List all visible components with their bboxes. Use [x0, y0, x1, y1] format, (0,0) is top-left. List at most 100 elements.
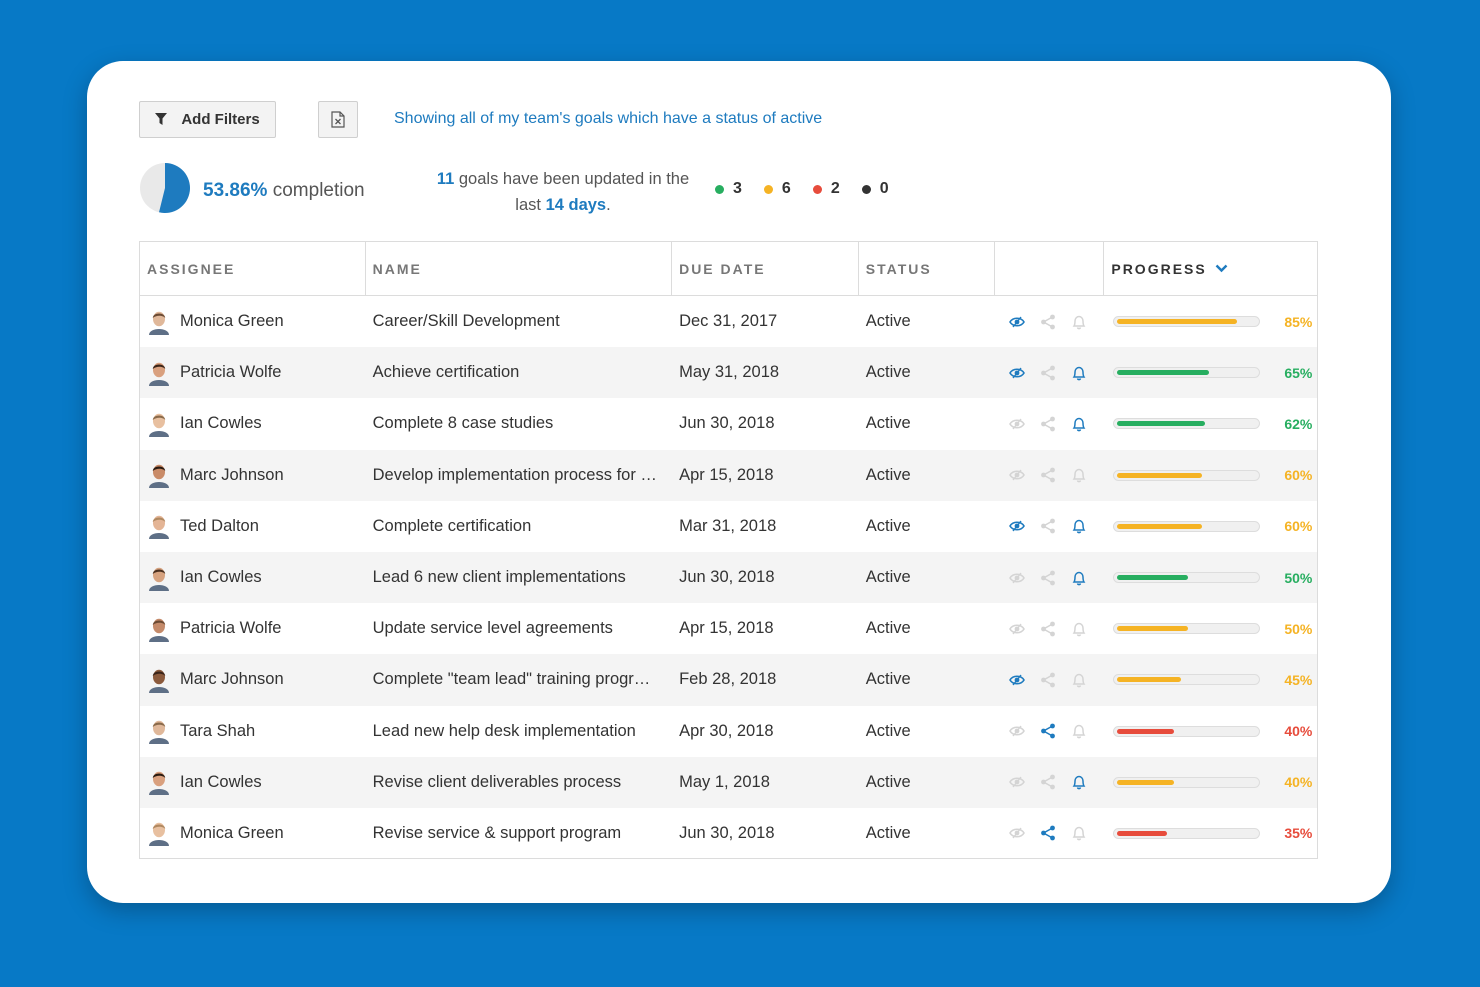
- table-row[interactable]: Ian Cowles Revise client deliverables pr…: [140, 756, 1317, 808]
- progress-percent: 50%: [1284, 620, 1313, 637]
- progress-cell: 40%: [1104, 723, 1317, 739]
- assignee-cell[interactable]: Monica Green: [140, 309, 366, 335]
- watch-eye-icon[interactable]: [1008, 314, 1025, 330]
- table-row[interactable]: Patricia Wolfe Achieve certification May…: [140, 347, 1317, 399]
- assignee-cell[interactable]: Marc Johnson: [140, 667, 366, 693]
- assignee-name: Monica Green: [180, 823, 284, 842]
- share-icon[interactable]: [1040, 416, 1056, 432]
- share-icon[interactable]: [1040, 723, 1056, 739]
- notification-bell-icon[interactable]: [1071, 723, 1087, 739]
- table-row[interactable]: Patricia Wolfe Update service level agre…: [140, 603, 1317, 654]
- goal-name-cell[interactable]: Develop implementation process for …: [372, 465, 657, 484]
- share-icon[interactable]: [1040, 672, 1056, 688]
- table-row[interactable]: Monica Green Career/Skill Development De…: [140, 296, 1317, 347]
- watch-eye-icon[interactable]: [1008, 518, 1025, 534]
- watch-eye-icon[interactable]: [1008, 672, 1025, 688]
- column-header-status[interactable]: STATUS: [859, 242, 995, 295]
- goal-name-cell[interactable]: Complete certification: [372, 516, 532, 535]
- assignee-cell[interactable]: Tara Shah: [140, 718, 366, 745]
- share-icon[interactable]: [1040, 570, 1056, 586]
- assignee-cell[interactable]: Ian Cowles: [140, 565, 366, 591]
- status-cell: Active: [865, 363, 911, 382]
- status-count-value: 2: [830, 180, 840, 197]
- share-icon[interactable]: [1040, 518, 1056, 534]
- watch-eye-icon[interactable]: [1008, 365, 1025, 381]
- goal-name-cell[interactable]: Complete "team lead" training progr…: [372, 670, 651, 689]
- due-date-cell: Jun 30, 2018: [679, 568, 775, 587]
- share-icon[interactable]: [1040, 621, 1056, 637]
- progress-bar-fill: [1117, 677, 1181, 683]
- goal-name-cell[interactable]: Update service level agreements: [372, 619, 613, 638]
- status-cell: Active: [865, 516, 911, 535]
- watch-eye-icon[interactable]: [1008, 723, 1025, 739]
- progress-bar-fill: [1117, 728, 1174, 734]
- status-counts: 3 6 2 0: [715, 180, 889, 198]
- goal-name-cell[interactable]: Achieve certification: [372, 363, 520, 382]
- assignee-cell[interactable]: Ted Dalton: [140, 513, 366, 540]
- column-header-assignee[interactable]: ASSIGNEE: [140, 242, 366, 295]
- status-count: 6: [763, 180, 791, 198]
- goal-name-cell[interactable]: Revise client deliverables process: [372, 772, 622, 791]
- progress-bar-fill: [1117, 575, 1188, 581]
- watch-eye-icon[interactable]: [1008, 621, 1025, 637]
- share-icon[interactable]: [1040, 774, 1056, 790]
- progress-cell: 40%: [1104, 774, 1317, 790]
- avatar-icon: [149, 618, 169, 642]
- notification-bell-icon[interactable]: [1071, 825, 1087, 841]
- assignee-cell[interactable]: Patricia Wolfe: [140, 360, 366, 386]
- status-cell: Active: [865, 414, 911, 433]
- goal-name-cell[interactable]: Career/Skill Development: [372, 312, 560, 331]
- notification-bell-icon[interactable]: [1071, 621, 1087, 637]
- due-date-cell: May 31, 2018: [679, 363, 780, 382]
- table-row[interactable]: Monica Green Revise service & support pr…: [140, 808, 1317, 859]
- goal-name-cell[interactable]: Lead 6 new client implementations: [372, 568, 626, 587]
- assignee-cell[interactable]: Ian Cowles: [140, 769, 366, 796]
- status-count: 3: [715, 180, 742, 198]
- progress-bar-fill: [1117, 779, 1174, 785]
- notification-bell-icon[interactable]: [1071, 416, 1087, 432]
- watch-eye-icon[interactable]: [1008, 416, 1025, 432]
- completion-pie-slice: [159, 163, 190, 213]
- notification-bell-icon[interactable]: [1071, 518, 1087, 534]
- assignee-cell[interactable]: Patricia Wolfe: [140, 616, 366, 642]
- column-header-progress[interactable]: PROGRESS: [1104, 242, 1317, 295]
- notification-bell-icon[interactable]: [1071, 467, 1087, 483]
- table-row[interactable]: Ian Cowles Complete 8 case studies Jun 3…: [140, 398, 1317, 449]
- notification-bell-icon[interactable]: [1071, 570, 1087, 586]
- progress-percent: 40%: [1284, 723, 1313, 740]
- watch-eye-icon[interactable]: [1008, 570, 1025, 586]
- notification-bell-icon[interactable]: [1071, 774, 1087, 790]
- updated-text-line1: goals have been updated in the: [458, 170, 690, 188]
- column-header-name[interactable]: NAME: [366, 242, 673, 295]
- goal-name-cell[interactable]: Lead new help desk implementation: [372, 721, 636, 740]
- assignee-cell[interactable]: Marc Johnson: [140, 462, 366, 489]
- assignee-cell[interactable]: Monica Green: [140, 820, 366, 847]
- due-date-cell: Dec 31, 2017: [679, 312, 778, 331]
- notification-bell-icon[interactable]: [1071, 365, 1087, 381]
- watch-eye-icon[interactable]: [1008, 774, 1025, 790]
- share-icon[interactable]: [1040, 825, 1056, 841]
- assignee-cell[interactable]: Ian Cowles: [140, 411, 366, 437]
- table-header: ASSIGNEE NAME DUE DATE STATUS PROGRESS: [140, 242, 1317, 296]
- sort-descending-chevron-icon: [1215, 264, 1228, 273]
- table-row[interactable]: Ian Cowles Lead 6 new client implementat…: [140, 551, 1317, 604]
- table-row[interactable]: Marc Johnson Complete "team lead" traini…: [140, 654, 1317, 706]
- table-row[interactable]: Marc Johnson Develop implementation proc…: [140, 449, 1317, 501]
- due-date-cell: Feb 28, 2018: [679, 670, 777, 689]
- filter-summary-link[interactable]: Showing all of my team's goals which hav…: [394, 110, 823, 127]
- share-icon[interactable]: [1040, 467, 1056, 483]
- watch-eye-icon[interactable]: [1008, 467, 1025, 483]
- goal-name-cell[interactable]: Revise service & support program: [372, 823, 622, 842]
- share-icon[interactable]: [1040, 365, 1056, 381]
- watch-eye-icon[interactable]: [1008, 825, 1025, 841]
- share-icon[interactable]: [1040, 314, 1056, 330]
- status-count: 2: [812, 180, 840, 198]
- table-row[interactable]: Ted Dalton Complete certification Mar 31…: [140, 501, 1317, 552]
- goal-name-cell[interactable]: Complete 8 case studies: [372, 414, 554, 433]
- table-row[interactable]: Tara Shah Lead new help desk implementat…: [140, 706, 1317, 757]
- add-filters-button[interactable]: Add Filters: [139, 100, 276, 138]
- notification-bell-icon[interactable]: [1071, 672, 1087, 688]
- column-header-due-date[interactable]: DUE DATE: [672, 242, 859, 295]
- notification-bell-icon[interactable]: [1071, 314, 1087, 330]
- export-excel-button[interactable]: [318, 100, 358, 138]
